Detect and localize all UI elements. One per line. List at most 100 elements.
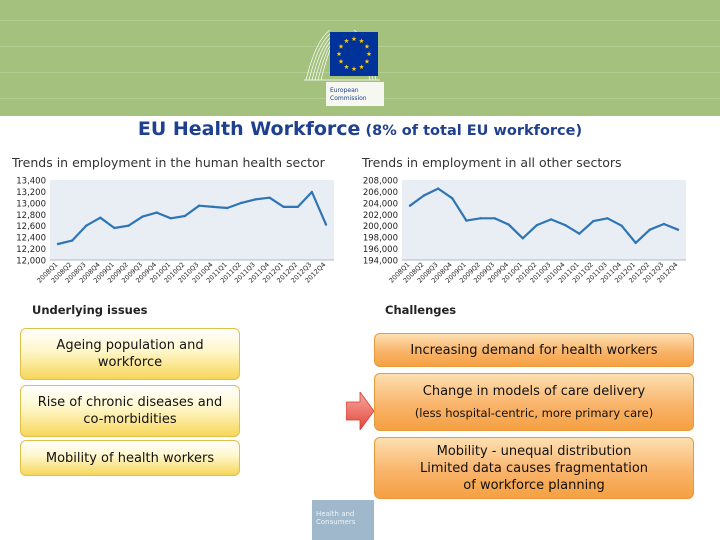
data-point [634, 241, 637, 245]
data-point [479, 217, 482, 220]
challenge-mobility-line1: Mobility - unequal distribution [436, 443, 632, 459]
data-point [268, 196, 271, 199]
y-tick-label: 12,000 [16, 257, 46, 267]
data-point [507, 223, 510, 226]
footer-logo-line1: Health and [316, 510, 355, 518]
y-tick-label: 202,000 [363, 211, 398, 221]
data-point [662, 222, 666, 226]
eu-star-icon [364, 43, 370, 49]
data-point [437, 187, 440, 190]
right-chart-subtitle: Trends in employment in all other sector… [362, 155, 622, 170]
title-sub: (8% of total EU workforce) [365, 123, 583, 139]
eu-star-icon [364, 58, 370, 64]
y-tick-label: 198,000 [363, 234, 398, 244]
eu-star-icon [359, 38, 364, 44]
challenges-label: Challenges [385, 303, 457, 317]
challenge-demand-box: Increasing demand for health workers [374, 333, 694, 367]
y-tick-label: 206,000 [363, 188, 398, 198]
series-line [409, 187, 679, 245]
health-consumers-logo: Health and Consumers [312, 500, 374, 540]
data-point [183, 214, 187, 218]
data-point [535, 223, 539, 227]
eu-star-icon [351, 36, 357, 42]
data-point [408, 204, 412, 207]
svg-text:Commission: Commission [330, 95, 367, 102]
eu-star-icon [366, 51, 372, 57]
challenge-care-model-subtext: (less hospital-centric, more primary car… [414, 405, 654, 420]
challenge-mobility-box: Mobility - unequal distribution Limited … [374, 437, 694, 499]
issue-mobility-text: Mobility of health workers [45, 450, 215, 466]
data-point [197, 204, 201, 207]
data-point [113, 226, 116, 230]
eu-star-icon [336, 51, 342, 57]
european-commission-logo: European Commission [304, 29, 384, 106]
eu-star-icon [344, 38, 349, 44]
challenge-care-model-box: Change in models of care delivery (less … [374, 373, 694, 431]
data-point [169, 217, 173, 220]
y-tick-label: 12,400 [16, 234, 46, 244]
y-tick-label: 204,000 [363, 199, 398, 209]
data-point [211, 205, 215, 209]
data-point [141, 215, 144, 218]
data-point [240, 201, 243, 205]
data-point [676, 228, 680, 231]
challenge-demand-text: Increasing demand for health workers [410, 342, 658, 358]
data-point [578, 232, 581, 235]
data-point [99, 216, 102, 219]
data-point [70, 239, 74, 242]
y-tick-label: 12,600 [16, 222, 46, 232]
eu-star-icon [359, 64, 364, 70]
y-tick-label: 12,800 [16, 211, 46, 221]
y-tick-label: 196,000 [363, 245, 398, 255]
issue-ageing-box: Ageing population and workforce [20, 328, 240, 380]
issue-ageing-text: Ageing population and workforce [56, 338, 204, 370]
data-point [549, 218, 553, 221]
data-point [226, 206, 229, 210]
underlying-issues-label: Underlying issues [32, 303, 148, 317]
data-point [56, 242, 60, 246]
data-point [85, 224, 88, 227]
data-point [324, 223, 328, 226]
challenge-mobility-line2: Limited data causes fragmentation of wor… [419, 460, 649, 493]
eu-star-icon [344, 64, 349, 70]
data-point [465, 219, 468, 222]
data-point [310, 190, 314, 194]
data-point [563, 223, 567, 227]
data-point [648, 228, 651, 231]
health-sector-chart: 13,400 13,200 13,000 12,800 12,600 12,400 12,2… [0, 170, 340, 300]
challenge-care-model-text: Change in models of care delivery [422, 383, 646, 399]
title-main: EU Health Workforce [137, 118, 361, 140]
issue-chronic-text: Rise of chronic diseases and co-morbidit… [37, 395, 223, 427]
other-sectors-chart: 208,000 206,000 204,000 202,000 200,000 198,0… [352, 170, 692, 300]
eu-star-icon [351, 66, 357, 72]
footer-logo-line2: Consumers [316, 518, 356, 526]
y-tick-label: 200,000 [363, 222, 398, 232]
plot-area [402, 180, 686, 260]
y-tick-label: 13,200 [16, 188, 46, 198]
eu-star-icon [338, 58, 344, 64]
data-point [254, 198, 257, 201]
data-point [521, 237, 525, 240]
data-point [451, 197, 454, 200]
y-tick-label: 194,000 [363, 257, 398, 267]
data-point [620, 224, 623, 227]
data-point [155, 211, 158, 214]
data-point [493, 217, 496, 220]
arrow-right-icon [346, 392, 374, 430]
plot-area [50, 180, 334, 260]
data-point [296, 205, 299, 209]
left-chart-subtitle: Trends in employment in the human health… [12, 155, 325, 170]
y-tick-label: 12,200 [16, 245, 46, 255]
data-point [592, 219, 595, 223]
data-point [282, 205, 285, 209]
y-tick-label: 13,400 [16, 177, 46, 187]
data-point [422, 194, 426, 197]
issue-chronic-box: Rise of chronic diseases and co-morbidit… [20, 385, 240, 437]
y-tick-label: 208,000 [363, 177, 398, 187]
data-point [606, 217, 609, 220]
data-point [127, 224, 130, 227]
svg-text:European: European [330, 87, 359, 94]
eu-star-icon [338, 43, 344, 49]
